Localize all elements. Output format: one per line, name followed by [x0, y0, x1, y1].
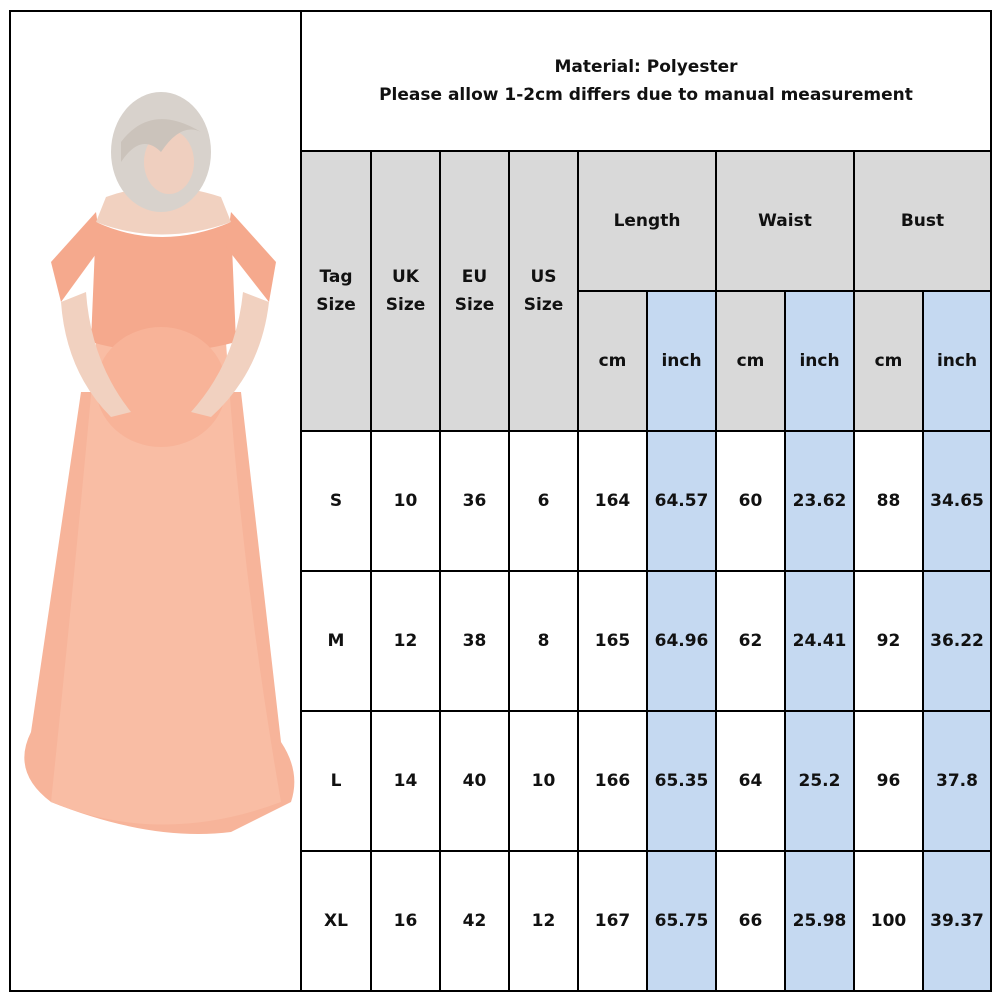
cell-eu-size: 38 [439, 570, 510, 712]
table-row: L 14 40 10 166 65.35 64 25.2 96 37.8 [300, 710, 992, 852]
cell-eu-size: 36 [439, 430, 510, 572]
cell-uk-size: 12 [370, 570, 441, 712]
length-cm-header: cm [577, 290, 648, 432]
cell-uk-size: 16 [370, 850, 441, 992]
sleeve-left [51, 212, 101, 302]
cell-us-size: 10 [508, 710, 579, 852]
cell-us-size: 6 [508, 430, 579, 572]
cell-uk-size: 14 [370, 710, 441, 852]
cell-tag-size: XL [300, 850, 372, 992]
cell-tag-size: L [300, 710, 372, 852]
cell-waist-cm: 64 [715, 710, 786, 852]
col-header-waist: Waist [715, 150, 855, 292]
cell-length-inch: 65.35 [646, 710, 717, 852]
table-title-cell: Material: Polyester Please allow 1-2cm d… [300, 10, 992, 152]
cell-bust-cm: 88 [853, 430, 924, 572]
col-header-length: Length [577, 150, 717, 292]
sleeve-right [226, 212, 276, 302]
belly [96, 327, 226, 447]
cell-waist-inch: 23.62 [784, 430, 855, 572]
waist-cm-header: cm [715, 290, 786, 432]
cell-waist-cm: 60 [715, 430, 786, 572]
cell-waist-cm: 62 [715, 570, 786, 712]
length-inch-header: inch [646, 290, 717, 432]
dress-bodice [91, 222, 236, 352]
arm-right [191, 292, 269, 417]
measurement-note: Please allow 1-2cm differs due to manual… [379, 85, 913, 105]
bust-inch-header: inch [922, 290, 992, 432]
cell-waist-inch: 25.98 [784, 850, 855, 992]
cell-bust-inch: 36.22 [922, 570, 992, 712]
arm-left [61, 292, 131, 417]
cell-eu-size: 42 [439, 850, 510, 992]
cell-bust-inch: 34.65 [922, 430, 992, 572]
cell-uk-size: 10 [370, 430, 441, 572]
cell-bust-cm: 92 [853, 570, 924, 712]
table-row: S 10 36 6 164 64.57 60 23.62 88 34.65 [300, 430, 992, 572]
cell-us-size: 12 [508, 850, 579, 992]
cell-bust-inch: 37.8 [922, 710, 992, 852]
cell-tag-size: S [300, 430, 372, 572]
dress-skirt [51, 342, 281, 825]
cell-length-inch: 64.96 [646, 570, 717, 712]
cell-waist-inch: 24.41 [784, 570, 855, 712]
cell-length-cm: 165 [577, 570, 648, 712]
cell-waist-inch: 25.2 [784, 710, 855, 852]
waist-inch-header: inch [784, 290, 855, 432]
size-chart-table: Material: Polyester Please allow 1-2cm d… [300, 10, 992, 992]
cell-us-size: 8 [508, 570, 579, 712]
table-row: XL 16 42 12 167 65.75 66 25.98 100 39.37 [300, 850, 992, 992]
cell-waist-cm: 66 [715, 850, 786, 992]
hair-fringe [121, 119, 201, 162]
col-header-bust: Bust [853, 150, 992, 292]
bust-cm-header: cm [853, 290, 924, 432]
cell-length-inch: 65.75 [646, 850, 717, 992]
cell-length-cm: 167 [577, 850, 648, 992]
cell-length-cm: 166 [577, 710, 648, 852]
col-header-tag-size: Tag Size [300, 150, 372, 432]
product-photo-maternity-dress [24, 92, 295, 834]
cell-length-inch: 64.57 [646, 430, 717, 572]
cell-length-cm: 164 [577, 430, 648, 572]
col-header-us-size: US Size [508, 150, 579, 432]
col-header-uk-size: UK Size [370, 150, 441, 432]
cell-eu-size: 40 [439, 710, 510, 852]
cell-bust-cm: 100 [853, 850, 924, 992]
table-row: M 12 38 8 165 64.96 62 24.41 92 36.22 [300, 570, 992, 712]
cell-tag-size: M [300, 570, 372, 712]
cell-bust-cm: 96 [853, 710, 924, 852]
col-header-eu-size: EU Size [439, 150, 510, 432]
material-text: Material: Polyester [554, 57, 738, 77]
cell-bust-inch: 39.37 [922, 850, 992, 992]
